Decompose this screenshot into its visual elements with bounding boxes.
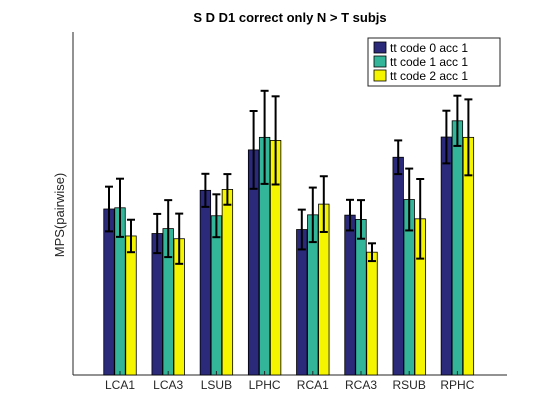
x-tick-label-rphc: RPHC xyxy=(440,378,474,392)
legend-label-series-2: tt code 2 acc 1 xyxy=(390,69,468,83)
x-tick-labels: LCA1 LCA3 LSUB LPHC RCA1 RCA3 RSUB RPHC xyxy=(105,371,475,392)
bar-rphc-series-0 xyxy=(440,136,453,376)
bars-layer xyxy=(103,120,475,376)
chart-title: S D D1 correct only N > T subjs xyxy=(193,10,386,25)
bar-rsub-series-0 xyxy=(392,156,404,376)
bar-lca3-series-0 xyxy=(151,233,163,376)
legend-swatch-series-2 xyxy=(373,69,387,82)
x-tick-label-rca1: RCA1 xyxy=(297,378,329,392)
bar-lsub-series-2 xyxy=(221,189,234,376)
x-tick-label-rsub: RSUB xyxy=(393,378,426,392)
bar-rca3-series-0 xyxy=(344,214,356,376)
legend-swatch-series-0 xyxy=(373,41,387,54)
bar-lca1-series-0 xyxy=(103,208,115,376)
bar-rca1-series-0 xyxy=(296,229,308,376)
x-tick-label-rca3: RCA3 xyxy=(345,378,377,392)
x-tick-label-lca1: LCA1 xyxy=(105,378,135,392)
error-bars-layer xyxy=(105,89,473,265)
bar-lsub-series-0 xyxy=(199,189,212,376)
bar-lca1-series-2 xyxy=(125,235,137,376)
y-axis-label: MPS(pairwise) xyxy=(52,173,67,258)
x-tick-label-lphc: LPHC xyxy=(249,378,281,392)
legend-label-series-0: tt code 0 acc 1 xyxy=(390,41,468,55)
bar-lsub-series-1 xyxy=(210,215,223,376)
x-tick-label-lca3: LCA3 xyxy=(153,378,183,392)
legend: tt code 0 acc 1tt code 1 acc 1tt code 2 … xyxy=(367,37,501,87)
bar-rphc-series-1 xyxy=(451,120,464,376)
legend-swatch-series-1 xyxy=(373,55,387,68)
legend-label-series-1: tt code 1 acc 1 xyxy=(390,55,468,69)
legend-box xyxy=(367,37,501,87)
x-tick-label-lsub: LSUB xyxy=(201,378,232,392)
bar-rca3-series-2 xyxy=(366,251,378,376)
bar-rca3-series-1 xyxy=(355,219,367,376)
